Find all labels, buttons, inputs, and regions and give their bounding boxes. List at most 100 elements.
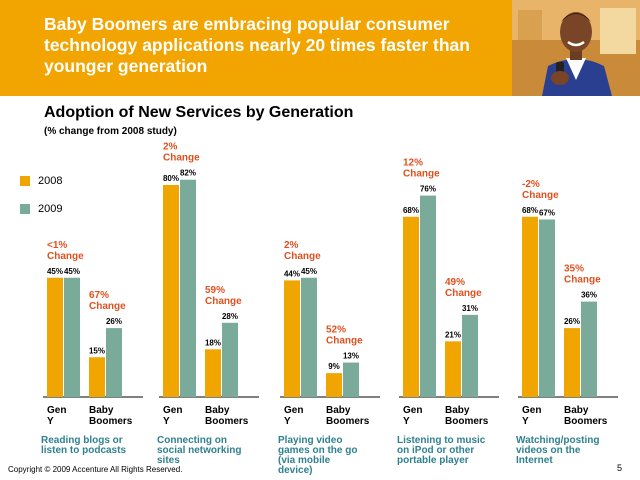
bar-2008-g0-b1	[89, 357, 105, 397]
page-number: 5	[617, 463, 623, 473]
person-with-phone-photo	[512, 0, 640, 96]
bar-2008-g2-b1	[326, 373, 342, 397]
generation-label-g4-b1-line2: Boomers	[564, 416, 608, 427]
category-label-g0-line2: listen to podcasts	[41, 445, 126, 456]
category-label-g1-line1: Connecting on	[157, 435, 227, 446]
data-label-2008-g0-b0: 45%	[47, 267, 63, 276]
bar-2009-g1-b1	[222, 322, 238, 397]
bar-2008-g2-b0	[284, 280, 300, 397]
change-label-g3-b0-line1: 12%	[403, 158, 423, 169]
category-label-g4-line3: Internet	[516, 455, 553, 466]
bar-2009-g3-b1	[462, 314, 478, 397]
data-label-2008-g4-b1: 26%	[564, 317, 580, 326]
change-label-g2-b1-line1: 52%	[326, 325, 346, 336]
title-banner: Baby Boomers are embracing popular consu…	[0, 0, 640, 96]
data-label-2008-g2-b0: 44%	[284, 269, 300, 278]
change-label-g2-b1-line2: Change	[326, 336, 363, 347]
change-label-g4-b0-line1: -2%	[522, 179, 540, 190]
headline: Baby Boomers are embracing popular consu…	[44, 14, 470, 76]
bar-2009-g4-b1	[581, 301, 597, 397]
category-label-g2-line2: games on the go	[278, 445, 357, 456]
chart-subtitle: (% change from 2008 study)	[44, 126, 177, 137]
category-label-g1-line3: sites	[157, 455, 180, 466]
category-label-g4-line2: videos on the	[516, 445, 581, 456]
change-label-g2-b0-line1: 2%	[284, 240, 299, 251]
category-label-g2-line4: device)	[278, 465, 312, 476]
bar-2008-g1-b1	[205, 349, 221, 397]
change-label-g0-b0-line1: <1%	[47, 240, 67, 251]
change-label-g4-b1-line1: 35%	[564, 264, 584, 275]
category-label-g2-line1: Playing video	[278, 435, 342, 446]
change-label-g3-b1-line1: 49%	[445, 277, 465, 288]
change-label-g3-b0-line2: Change	[403, 169, 440, 180]
change-label-g4-b0-line2: Change	[522, 190, 559, 201]
data-label-2009-g0-b0: 45%	[64, 267, 80, 276]
generation-label-g2-b1-line1: Baby	[326, 405, 351, 416]
change-label-g0-b1-line1: 67%	[89, 290, 109, 301]
generation-label-g0-b0-line2: Y	[47, 416, 54, 427]
change-label-g1-b0-line2: Change	[163, 153, 200, 164]
data-label-2008-g1-b0: 80%	[163, 174, 179, 183]
generation-label-g1-b0-line2: Y	[163, 416, 170, 427]
generation-label-g0-b0-line1: Gen	[47, 405, 66, 416]
change-label-g1-b0-line1: 2%	[163, 142, 178, 153]
legend-swatch-2009	[20, 204, 30, 215]
generation-label-g1-b0-line1: Gen	[163, 405, 182, 416]
data-label-2009-g3-b1: 31%	[462, 304, 478, 313]
data-label-2008-g2-b1: 9%	[328, 362, 340, 371]
generation-label-g0-b1-line2: Boomers	[89, 416, 133, 427]
generation-label-g3-b0-line1: Gen	[403, 405, 422, 416]
copyright-footer: Copyright © 2009 Accenture All Rights Re…	[8, 465, 183, 474]
change-label-g2-b0-line2: Change	[284, 251, 321, 262]
generation-label-g3-b1-line1: Baby	[445, 405, 470, 416]
bar-2008-g3-b0	[403, 216, 419, 397]
generation-label-g3-b1-line2: Boomers	[445, 416, 489, 427]
category-label-g0-line1: Reading blogs or	[41, 435, 123, 446]
data-label-2008-g0-b1: 15%	[89, 346, 105, 355]
change-label-g0-b0-line2: Change	[47, 251, 84, 262]
category-label-g1-line2: social networking	[157, 445, 241, 456]
bar-2008-g4-b0	[522, 216, 538, 397]
bar-2008-g0-b0	[47, 277, 63, 397]
data-label-2008-g4-b0: 68%	[522, 206, 538, 215]
generation-label-g2-b1-line2: Boomers	[326, 416, 370, 427]
bar-2008-g1-b0	[163, 185, 179, 397]
bar-2009-g1-b0	[180, 179, 196, 397]
category-label-g3-line3: portable player	[397, 455, 469, 466]
change-label-g0-b1-line2: Change	[89, 301, 126, 312]
generation-label-g0-b1-line1: Baby	[89, 405, 114, 416]
bar-2009-g2-b0	[301, 277, 317, 397]
generation-label-g2-b0-line2: Y	[284, 416, 291, 427]
legend-item-2009: 2009	[20, 203, 62, 215]
generation-label-g1-b1-line2: Boomers	[205, 416, 249, 427]
chart-title: Adoption of New Services by Generation	[44, 104, 354, 121]
change-label-g1-b1-line2: Change	[205, 296, 242, 307]
generation-label-g4-b1-line1: Baby	[564, 405, 589, 416]
data-label-2009-g1-b0: 82%	[180, 169, 196, 178]
data-label-2009-g2-b0: 45%	[301, 267, 317, 276]
category-label-g3-line2: on iPod or other	[397, 445, 474, 456]
data-label-2008-g1-b1: 18%	[205, 338, 221, 347]
legend-label-2008: 2008	[38, 175, 63, 187]
generation-label-g4-b0-line1: Gen	[522, 405, 541, 416]
bar-2009-g2-b1	[343, 362, 359, 397]
generation-label-g1-b1-line1: Baby	[205, 405, 230, 416]
legend-swatch-2008	[20, 176, 30, 187]
change-label-g1-b1-line1: 59%	[205, 285, 225, 296]
bar-2009-g0-b1	[106, 328, 122, 397]
generation-label-g3-b0-line2: Y	[403, 416, 410, 427]
change-label-g3-b1-line2: Change	[445, 288, 482, 299]
bar-2009-g0-b0	[64, 277, 80, 397]
data-label-2008-g3-b0: 68%	[403, 206, 419, 215]
bar-2009-g3-b0	[420, 195, 436, 397]
data-label-2009-g4-b0: 67%	[539, 208, 555, 217]
data-label-2009-g1-b1: 28%	[222, 312, 238, 321]
data-label-2009-g3-b0: 76%	[420, 185, 436, 194]
data-label-2008-g3-b1: 21%	[445, 330, 461, 339]
generation-label-g2-b0-line1: Gen	[284, 405, 303, 416]
change-label-g4-b1-line2: Change	[564, 275, 601, 286]
generation-label-g4-b0-line2: Y	[522, 416, 529, 427]
data-label-2009-g4-b1: 36%	[581, 291, 597, 300]
category-label-g4-line1: Watching/posting	[516, 435, 600, 446]
